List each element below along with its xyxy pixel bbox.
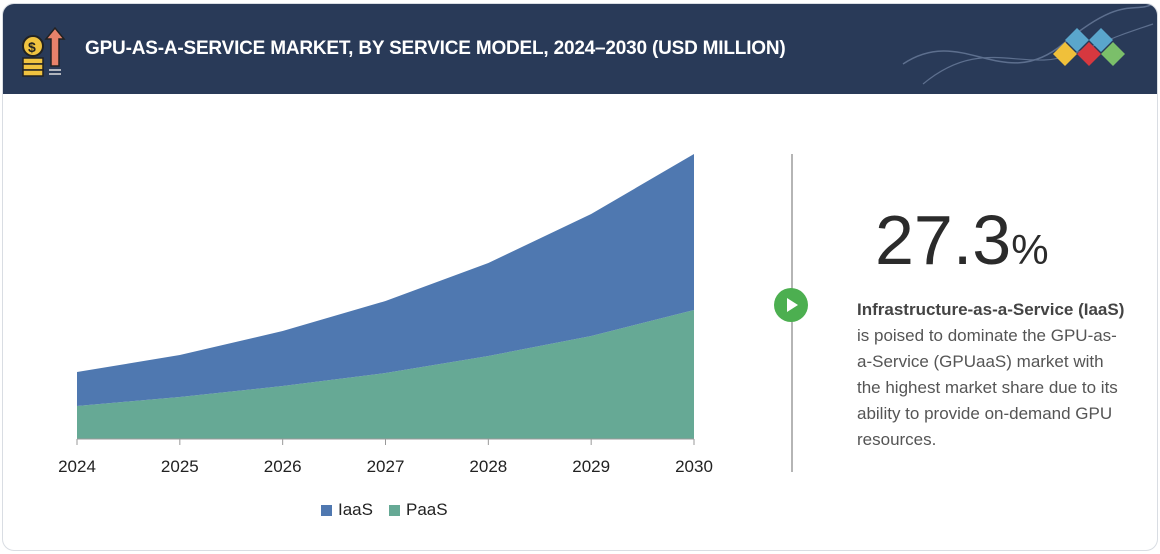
legend-item-paas: PaaS xyxy=(389,500,448,520)
x-tick-label: 2028 xyxy=(469,457,507,476)
x-tick-label: 2030 xyxy=(675,457,713,476)
header-bar: $ GPU-AS-A-SERVICE MARKET, BY SERVICE MO… xyxy=(3,4,1157,94)
header-decoration: $ xyxy=(22,4,1154,85)
cagr-value: 27.3% xyxy=(875,200,1049,280)
legend-swatch-iaas xyxy=(321,504,332,516)
legend-label-paas: PaaS xyxy=(406,500,448,519)
cagr-unit: % xyxy=(1011,226,1049,273)
description-text: is poised to dominate the GPU-as-a-Servi… xyxy=(857,326,1118,449)
svg-text:$: $ xyxy=(28,39,36,55)
x-tick-label: 2024 xyxy=(58,457,96,476)
area-iaas xyxy=(77,154,694,406)
legend-swatch-paas xyxy=(389,504,400,516)
infographic-card: $ GPU-AS-A-SERVICE MARKET, BY SERVICE MO… xyxy=(2,3,1158,551)
area-chart: 2024 2025 2026 2027 2028 2029 2030 xyxy=(58,154,713,476)
x-tick-label: 2027 xyxy=(367,457,405,476)
play-icon xyxy=(774,288,808,322)
highlight-description: Infrastructure-as-a-Service (IaaS) is po… xyxy=(857,297,1127,453)
coins-arrow-up-icon: $ xyxy=(22,26,66,77)
x-tick-label: 2026 xyxy=(264,457,302,476)
cagr-number: 27.3 xyxy=(875,201,1012,279)
chart-title: GPU-AS-A-SERVICE MARKET, BY SERVICE MODE… xyxy=(85,38,786,59)
x-tick-label: 2029 xyxy=(572,457,610,476)
legend-label-iaas: IaaS xyxy=(338,500,373,519)
description-bold: Infrastructure-as-a-Service (IaaS) xyxy=(857,300,1125,319)
area-paas xyxy=(77,310,694,439)
x-tick-label: 2025 xyxy=(161,457,199,476)
legend-item-iaas: IaaS xyxy=(321,500,373,520)
colored-diamonds-logo xyxy=(1053,28,1125,66)
